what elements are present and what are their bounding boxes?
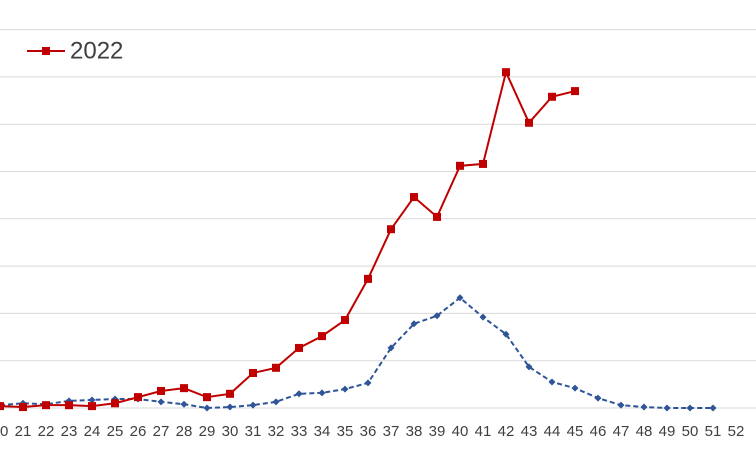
x-tick-label: 28 bbox=[176, 423, 193, 440]
marker bbox=[433, 312, 441, 320]
marker bbox=[594, 394, 602, 402]
marker bbox=[180, 384, 188, 393]
marker bbox=[318, 389, 326, 397]
marker bbox=[180, 400, 188, 408]
marker bbox=[640, 403, 648, 411]
marker bbox=[548, 378, 556, 386]
marker bbox=[111, 399, 119, 408]
marker bbox=[295, 343, 303, 352]
marker bbox=[525, 363, 533, 371]
x-tick-label: 44 bbox=[544, 423, 561, 440]
x-tick-label: 26 bbox=[130, 423, 147, 440]
x-tick-label: 36 bbox=[360, 423, 377, 440]
marker bbox=[88, 396, 96, 404]
marker bbox=[157, 386, 165, 395]
marker bbox=[456, 161, 464, 170]
marker bbox=[686, 404, 694, 412]
marker bbox=[479, 313, 487, 321]
x-tick-label: 22 bbox=[38, 423, 55, 440]
marker bbox=[295, 390, 303, 398]
marker bbox=[663, 404, 671, 412]
marker bbox=[548, 92, 556, 101]
marker bbox=[65, 401, 73, 410]
x-tick-label: 43 bbox=[521, 423, 538, 440]
x-tick-label: 33 bbox=[291, 423, 308, 440]
marker bbox=[479, 159, 487, 168]
marker bbox=[341, 385, 349, 393]
marker bbox=[272, 363, 280, 372]
marker bbox=[272, 398, 280, 406]
marker bbox=[203, 393, 211, 402]
marker bbox=[249, 401, 257, 409]
marker bbox=[157, 398, 165, 406]
x-tick-label: 39 bbox=[429, 423, 446, 440]
marker bbox=[571, 384, 579, 392]
x-tick-label: 20 bbox=[0, 423, 8, 440]
x-tick-label: 49 bbox=[659, 423, 676, 440]
x-tick-label: 31 bbox=[245, 423, 262, 440]
marker bbox=[433, 212, 441, 221]
x-tick-label: 38 bbox=[406, 423, 423, 440]
x-tick-label: 45 bbox=[567, 423, 584, 440]
x-tick-label: 42 bbox=[498, 423, 515, 440]
marker bbox=[364, 379, 372, 387]
marker bbox=[502, 68, 510, 77]
x-tick-label: 35 bbox=[337, 423, 354, 440]
marker bbox=[134, 393, 142, 402]
marker bbox=[19, 403, 27, 412]
x-tick-label: 21 bbox=[15, 423, 32, 440]
marker bbox=[709, 404, 717, 412]
x-tick-label: 50 bbox=[682, 423, 699, 440]
x-tick-label: 24 bbox=[84, 423, 101, 440]
marker bbox=[387, 344, 395, 352]
marker bbox=[249, 368, 257, 377]
marker bbox=[226, 403, 234, 411]
marker bbox=[364, 274, 372, 283]
x-tick-label: 48 bbox=[636, 423, 653, 440]
marker bbox=[0, 402, 4, 411]
x-tick-label: 46 bbox=[590, 423, 607, 440]
x-tick-label: 27 bbox=[153, 423, 170, 440]
x-tick-label: 41 bbox=[475, 423, 492, 440]
marker bbox=[42, 401, 50, 410]
series-line bbox=[0, 69, 576, 409]
marker bbox=[571, 87, 579, 96]
marker bbox=[341, 316, 349, 325]
x-tick-label: 32 bbox=[268, 423, 285, 440]
x-tick-label: 30 bbox=[222, 423, 239, 440]
marker bbox=[88, 402, 96, 411]
marker bbox=[226, 389, 234, 398]
marker bbox=[502, 330, 510, 338]
x-tick-label: 52 bbox=[728, 423, 745, 440]
x-tick-label: 29 bbox=[199, 423, 216, 440]
marker bbox=[318, 332, 326, 341]
x-tick-label: 37 bbox=[383, 423, 400, 440]
marker bbox=[387, 225, 395, 234]
x-tick-label: 47 bbox=[613, 423, 630, 440]
marker bbox=[410, 320, 418, 328]
series-line bbox=[0, 296, 713, 410]
marker bbox=[203, 404, 211, 412]
marker bbox=[617, 401, 625, 409]
x-tick-label: 40 bbox=[452, 423, 469, 440]
x-tick-label: 25 bbox=[107, 423, 124, 440]
marker bbox=[525, 118, 533, 127]
marker bbox=[410, 193, 418, 202]
x-tick-label: 23 bbox=[61, 423, 78, 440]
legend-label: 2022 bbox=[70, 37, 123, 64]
marker bbox=[456, 294, 464, 302]
x-tick-label: 34 bbox=[314, 423, 331, 440]
legend-marker bbox=[42, 47, 50, 55]
x-tick-label: 51 bbox=[705, 423, 722, 440]
